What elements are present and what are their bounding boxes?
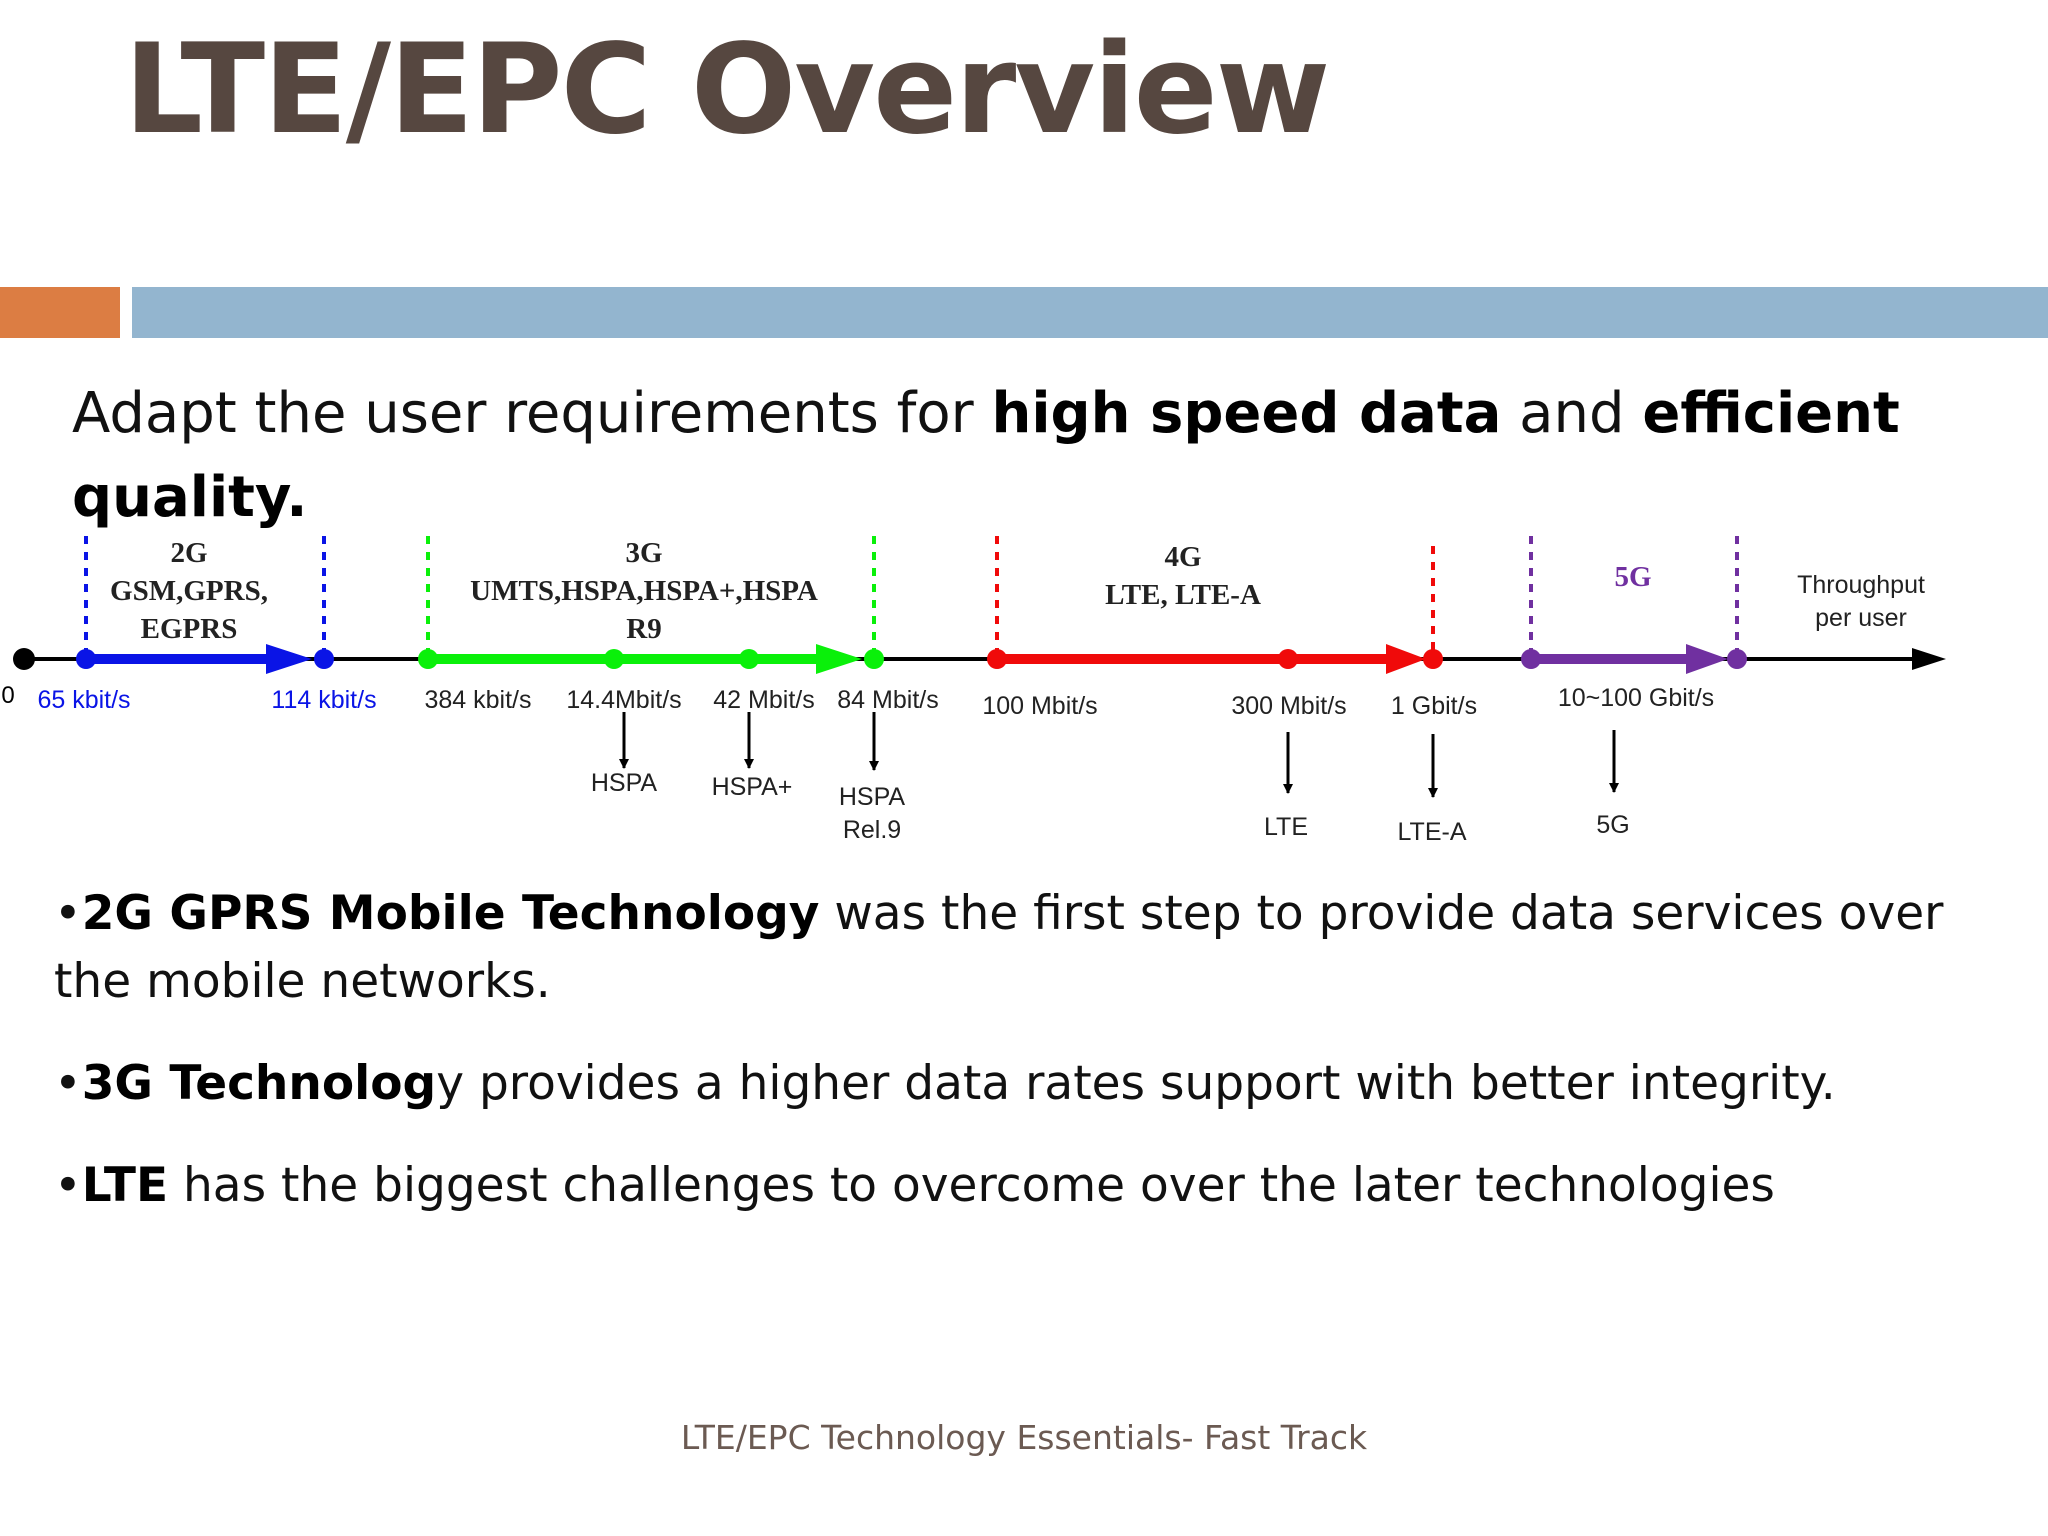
rate-label-114kbit: 114 kbit/s [271,686,376,714]
axis-end-label: Throughput per user [1797,571,1925,632]
intro-bold-1: high speed data [991,381,1502,446]
bullet-text: was the first step to provide data servi… [54,886,1944,1009]
rate-label-14-4mbit: 14.4Mbit/s [566,686,681,714]
callout-lte: LTE [1264,813,1308,841]
rate-label-42mbit: 42 Mbit/s [713,686,814,714]
callout-5g: 5G [1596,811,1629,839]
bullet-item: •2G GPRS Mobile Technology was the first… [54,880,1954,1016]
segment-4g [987,536,1443,674]
gen-3g-line-1: 3G [625,537,662,569]
rate-label-100mbit: 100 Mbit/s [982,692,1097,720]
callout-hspa-plus: HSPA+ [712,773,793,801]
slide-footer: LTE/EPC Technology Essentials- Fast Trac… [680,1418,1368,1457]
callout-arrows [619,712,1619,798]
bullet-text: y provides a higher data rates support w… [436,1056,1836,1111]
axis-end-line-1: Throughput [1797,571,1925,599]
gen-label-3g: 3G UMTS,HSPA,HSPA+,HSPA R9 [470,537,818,645]
bullet-bold: LTE [81,1158,169,1213]
segment-2g [76,536,334,674]
rate-label-300mbit: 300 Mbit/s [1231,692,1346,720]
rate-label-384kbit: 384 kbit/s [424,686,531,714]
callout-hspa-rel9-line-1: HSPA [839,783,906,811]
accent-bar-orange [0,287,120,338]
gen-label-5g: 5G [1614,561,1651,593]
bullet-list: •2G GPRS Mobile Technology was the first… [54,880,1954,1220]
gen-4g-line-2: LTE, LTE-A [1105,579,1261,611]
origin-dot [13,648,35,670]
origin-label: 0 [1,682,14,709]
gen-4g-line-1: 4G [1164,541,1201,573]
gen-2g-line-1: 2G [170,537,207,569]
intro-part-2: and [1501,381,1643,446]
gen-3g-line-2: UMTS,HSPA,HSPA+,HSPA [470,575,818,607]
bullet-bold: 2G GPRS Mobile Technology [81,886,820,941]
callout-hspa-rel9-line-2: Rel.9 [843,816,901,844]
bullet-dot: • [54,1056,82,1111]
callout-labels: HSPA HSPA+ HSPA Rel.9 LTE LTE-A 5G [591,769,1630,846]
axis-arrowhead-icon [1912,648,1946,670]
segment-5g [1521,536,1747,674]
gen-label-4g: 4G LTE, LTE-A [1105,541,1261,611]
gen-3g-line-3: R9 [626,613,661,645]
slide-title: LTE/EPC Overview [124,18,1330,162]
bullet-item: •3G Technology provides a higher data ra… [54,1050,1954,1118]
bullet-dot: • [54,1158,82,1213]
rate-label-65kbit: 65 kbit/s [37,686,130,714]
callout-lte-a: LTE-A [1398,818,1467,846]
rate-label-84mbit: 84 Mbit/s [837,686,938,714]
rate-labels: 65 kbit/s 114 kbit/s 384 kbit/s 14.4Mbit… [37,684,1714,720]
gen-2g-line-3: EGPRS [141,613,238,645]
segment-3g [418,536,884,674]
rate-label-10-100gbit: 10~100 Gbit/s [1558,684,1714,712]
gen-2g-line-2: GSM,GPRS, [110,575,268,607]
gen-label-2g: 2G GSM,GPRS, EGPRS [110,537,268,645]
bullet-bold: 3G Technolog [81,1056,437,1111]
accent-bar-blue [132,287,2048,338]
intro-part-3: . [286,465,308,530]
axis-end-line-2: per user [1815,604,1907,632]
intro-bold-2: efficient quality [72,381,1900,530]
rate-label-1gbit: 1 Gbit/s [1391,692,1477,720]
intro-part-1: Adapt the user requirements for [72,381,992,446]
generation-timeline: 0 2G GSM,GPRS, EGPRS 3G UMTS,HSPA,HSPA+,… [1,536,1946,846]
bullet-item: •LTE has the biggest challenges to overc… [54,1152,1954,1220]
bullet-dot: • [54,886,82,941]
callout-hspa: HSPA [591,769,658,797]
bullet-text: has the biggest challenges to overcome o… [168,1158,1775,1213]
intro-text: Adapt the user requirements for high spe… [72,372,1972,540]
